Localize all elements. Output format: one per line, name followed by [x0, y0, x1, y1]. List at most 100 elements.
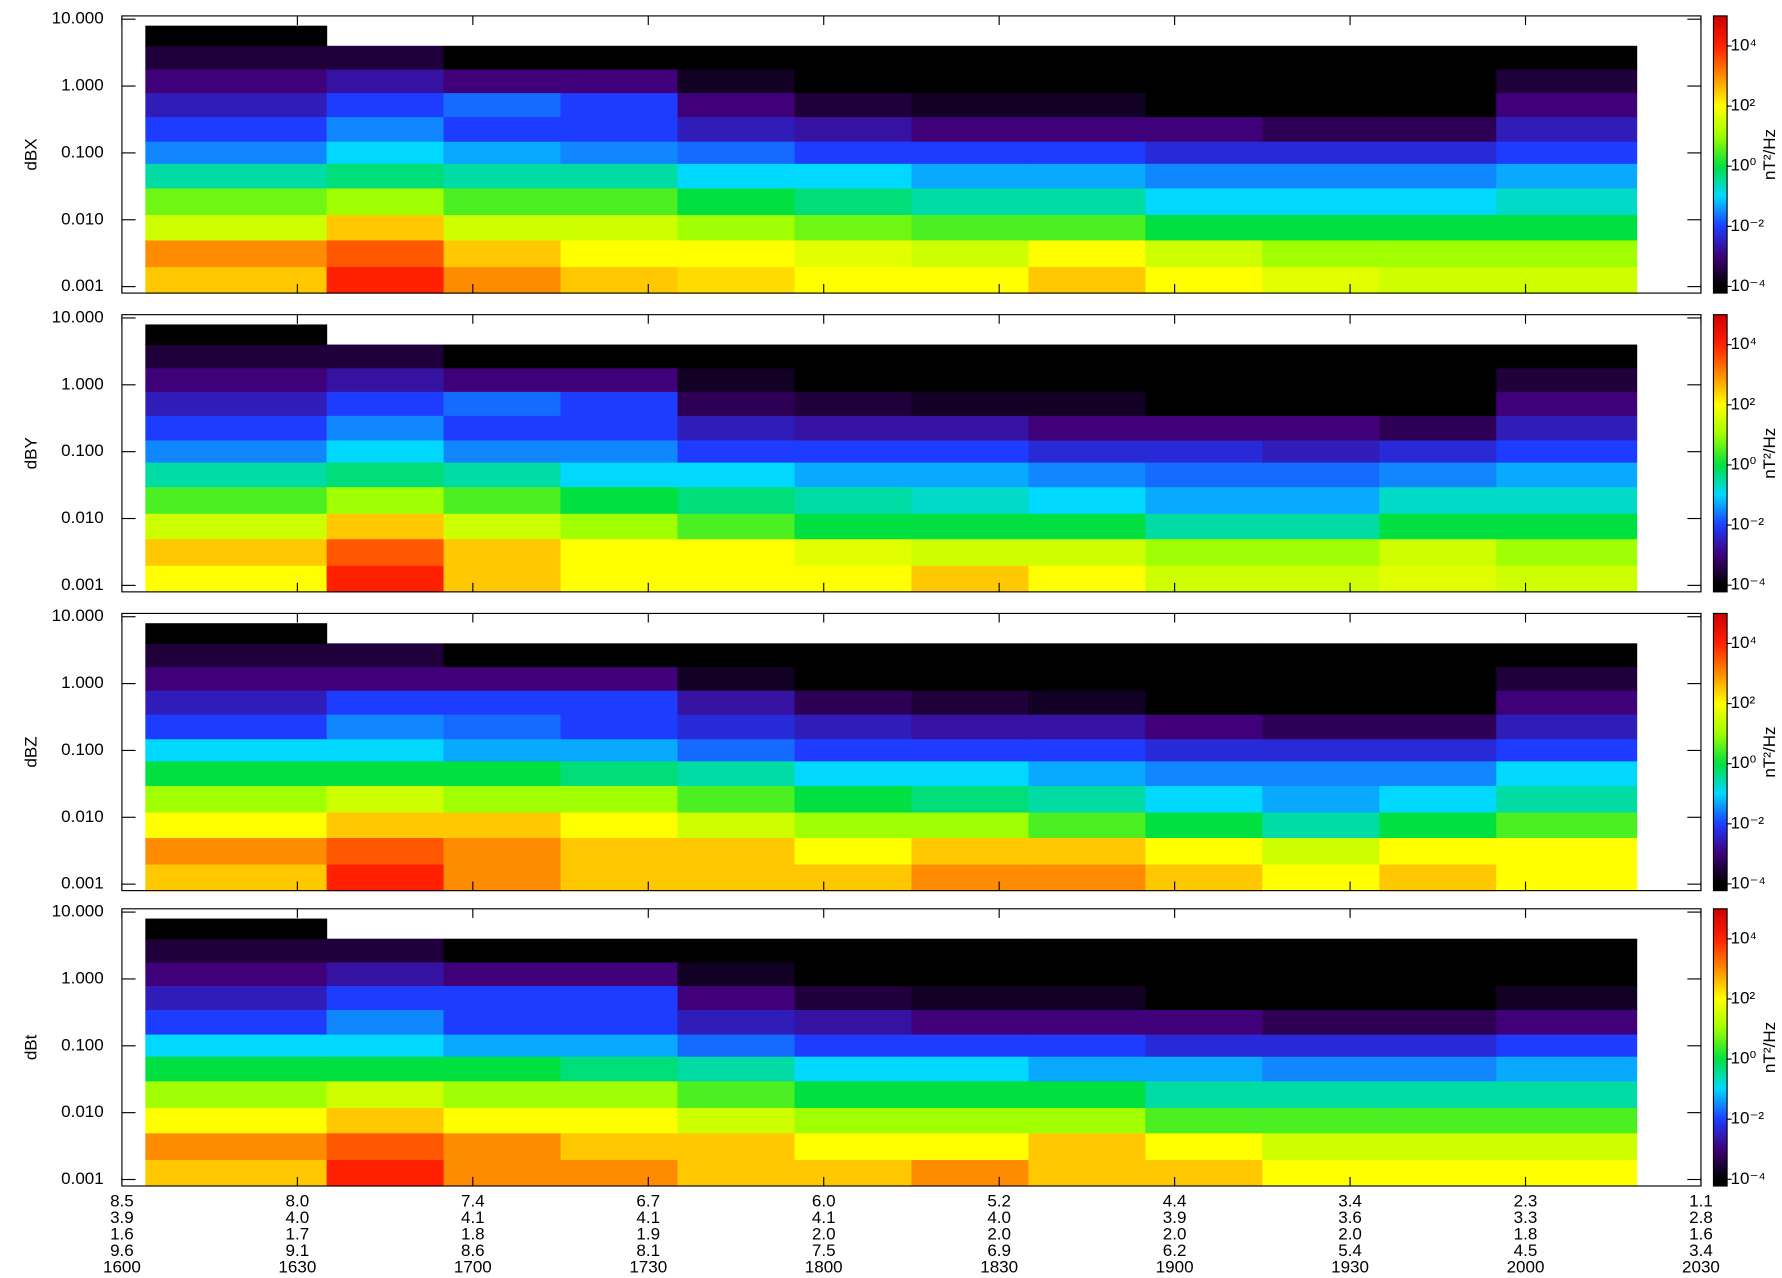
colorbar-label: nT²/Hz: [1760, 726, 1779, 777]
spectrogram-cell: [326, 92, 445, 118]
spectrogram-cell: [1379, 1009, 1497, 1035]
colorbar-tick-label: 10⁻²: [1731, 813, 1765, 832]
spectrogram-cell: [145, 45, 328, 70]
x-ephemeris-label: 3.4: [1689, 1241, 1713, 1260]
spectrogram-cell: [560, 163, 679, 189]
colorbar: [1712, 612, 1728, 892]
spectrogram-cell: [1145, 45, 1263, 70]
spectrogram-cell: [1262, 1080, 1380, 1108]
spectrogram-cell: [1379, 214, 1497, 241]
spectrogram-cell: [1028, 415, 1146, 441]
spectrogram-cell: [560, 760, 679, 786]
spectrogram-cell: [1028, 1009, 1146, 1035]
spectrogram-cell: [326, 68, 445, 94]
spectrogram-cell: [911, 985, 1029, 1010]
spectrogram-cell: [1145, 811, 1263, 838]
spectrogram-cell: [1028, 116, 1146, 142]
spectrogram-cell: [1262, 785, 1380, 813]
spectrogram-cell: [443, 163, 562, 189]
spectrogram-cell: [1145, 837, 1263, 865]
spectrogram-cell: [911, 1159, 1029, 1187]
spectrogram-cell: [1496, 1009, 1638, 1035]
spectrogram-cell: [443, 643, 562, 668]
spectrogram-cell: [1496, 1159, 1638, 1187]
spectrogram-cell: [560, 141, 679, 164]
spectrogram-cell: [677, 367, 796, 392]
spectrogram-cell: [443, 45, 562, 70]
spectrogram-cell: [560, 1159, 679, 1187]
spectrogram-cell: [1028, 187, 1146, 216]
spectrogram-cell: [794, 938, 913, 963]
colorbar-tick-label: 10²: [1731, 988, 1756, 1007]
spectrogram-cell: [794, 538, 913, 566]
spectrogram-cell: [145, 666, 328, 691]
spectrogram-cell: [911, 690, 1029, 715]
spectrogram-cell: [1379, 68, 1497, 94]
spectrogram-cell: [794, 68, 913, 94]
spectrogram-cell: [1028, 811, 1146, 838]
spectrogram-cell: [677, 415, 796, 441]
spectrogram-cell: [443, 985, 562, 1010]
colorbar-tick-label: 10⁻²: [1731, 216, 1765, 235]
spectrogram-cell: [1145, 985, 1263, 1010]
spectrogram-cell: [145, 837, 328, 865]
colorbar-tick-label: 10²: [1731, 693, 1756, 712]
spectrogram-cell: [560, 738, 679, 762]
spectrogram-cell: [1262, 439, 1380, 463]
spectrogram-cell: [677, 690, 796, 715]
spectrogram-cell: [794, 643, 913, 668]
spectrogram-cell: [1379, 439, 1497, 463]
spectrogram-cell: [1379, 92, 1497, 118]
spectrogram-cell: [677, 187, 796, 216]
spectrogram-cell: [1262, 163, 1380, 189]
spectrogram-cell: [145, 92, 328, 118]
spectrogram-cell: [794, 239, 913, 268]
spectrogram-cell: [911, 1034, 1029, 1057]
spectrogram-cell: [1379, 690, 1497, 715]
spectrogram-cell: [443, 344, 562, 369]
spectrogram-cell: [1028, 462, 1146, 488]
spectrogram-cell: [560, 985, 679, 1010]
spectrogram-cell: [443, 92, 562, 118]
x-ephemeris-label: 2.0: [812, 1224, 836, 1243]
spectrogram-cell: [443, 864, 562, 892]
colorbar-tick-label: 10⁰: [1731, 1049, 1757, 1068]
spectrogram-cell: [326, 439, 445, 463]
spectrogram-cell: [794, 1159, 913, 1187]
spectrogram-cell: [1379, 666, 1497, 691]
spectrogram-cell: [677, 266, 796, 294]
spectrogram-cell: [326, 1080, 445, 1108]
spectrogram-cell: [1496, 1056, 1638, 1082]
spectrogram-cell: [560, 462, 679, 488]
y-tick-label: 10.000: [52, 9, 104, 28]
spectrogram-cell: [1379, 811, 1497, 838]
spectrogram-cell: [1496, 45, 1638, 70]
spectrogram-cell: [560, 837, 679, 865]
x-ephemeris-label: 8.1: [636, 1241, 660, 1260]
spectrogram-cell: [1379, 239, 1497, 268]
colorbar-label: nT²/Hz: [1760, 129, 1779, 180]
spectrogram-cell: [443, 367, 562, 392]
spectrogram-cell: [443, 1107, 562, 1134]
spectrogram-cell: [1379, 45, 1497, 70]
spectrogram-cell: [145, 760, 328, 786]
x-ephemeris-label: 4.5: [1514, 1241, 1538, 1260]
spectrogram-cell: [677, 163, 796, 189]
x-tick-label: 1830: [980, 1257, 1018, 1276]
spectrogram-cell: [1262, 45, 1380, 70]
spectrogram-cell: [794, 714, 913, 740]
spectrogram-cell: [1145, 439, 1263, 463]
spectrogram-cell: [443, 266, 562, 294]
spectrogram-cell: [1496, 785, 1638, 813]
spectrogram-cell: [1028, 68, 1146, 94]
spectrogram-cell: [1145, 486, 1263, 514]
spectrogram-cell: [443, 462, 562, 488]
spectrogram-cell: [911, 1107, 1029, 1134]
spectrogram-cell: [794, 1009, 913, 1035]
spectrogram-cell: [145, 1009, 328, 1035]
x-ephemeris-label: 1.9: [636, 1224, 660, 1243]
spectrogram-cell: [1262, 714, 1380, 740]
spectrogram-cell: [677, 116, 796, 142]
spectrogram-cell: [1028, 714, 1146, 740]
spectrogram-cell: [145, 415, 328, 441]
